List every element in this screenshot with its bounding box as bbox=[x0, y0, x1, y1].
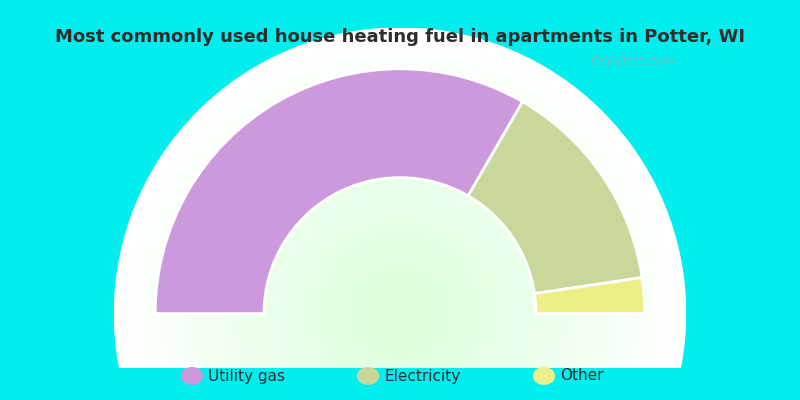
Circle shape bbox=[197, 110, 603, 400]
Circle shape bbox=[275, 189, 525, 400]
Circle shape bbox=[310, 224, 490, 400]
Circle shape bbox=[178, 92, 622, 400]
Circle shape bbox=[150, 64, 650, 400]
Circle shape bbox=[225, 139, 575, 400]
Circle shape bbox=[332, 246, 468, 382]
Text: Other: Other bbox=[560, 368, 603, 384]
Circle shape bbox=[290, 203, 510, 400]
Text: Electricity: Electricity bbox=[384, 368, 460, 384]
Circle shape bbox=[158, 71, 642, 400]
Circle shape bbox=[271, 185, 529, 400]
Circle shape bbox=[125, 39, 675, 400]
Circle shape bbox=[161, 74, 639, 400]
Circle shape bbox=[329, 242, 471, 385]
Circle shape bbox=[186, 99, 614, 400]
Circle shape bbox=[114, 28, 686, 400]
Circle shape bbox=[393, 306, 407, 321]
Text: City-Data.com: City-Data.com bbox=[590, 55, 674, 68]
Circle shape bbox=[314, 228, 486, 399]
Circle shape bbox=[318, 232, 482, 396]
Circle shape bbox=[371, 285, 429, 342]
Circle shape bbox=[143, 56, 657, 400]
Wedge shape bbox=[468, 102, 642, 294]
Circle shape bbox=[222, 135, 578, 400]
Circle shape bbox=[229, 142, 571, 400]
Circle shape bbox=[200, 114, 600, 400]
Circle shape bbox=[368, 282, 432, 346]
Circle shape bbox=[168, 82, 632, 400]
Circle shape bbox=[336, 249, 464, 378]
Circle shape bbox=[214, 128, 586, 400]
Circle shape bbox=[397, 310, 403, 317]
Circle shape bbox=[218, 132, 582, 400]
Circle shape bbox=[286, 199, 514, 400]
Circle shape bbox=[390, 303, 410, 324]
Circle shape bbox=[164, 78, 636, 400]
Circle shape bbox=[364, 278, 436, 349]
Circle shape bbox=[258, 171, 542, 400]
Circle shape bbox=[204, 117, 596, 400]
Circle shape bbox=[210, 124, 590, 400]
Circle shape bbox=[122, 35, 678, 400]
Circle shape bbox=[261, 174, 539, 400]
Circle shape bbox=[268, 182, 532, 400]
Circle shape bbox=[232, 146, 568, 400]
Circle shape bbox=[343, 256, 457, 371]
Circle shape bbox=[386, 299, 414, 328]
Circle shape bbox=[239, 153, 561, 400]
Circle shape bbox=[322, 235, 478, 392]
Circle shape bbox=[190, 103, 610, 400]
Text: Utility gas: Utility gas bbox=[208, 368, 285, 384]
Circle shape bbox=[246, 160, 554, 400]
Circle shape bbox=[357, 271, 443, 356]
Circle shape bbox=[361, 274, 439, 353]
Circle shape bbox=[378, 292, 422, 335]
Circle shape bbox=[304, 217, 496, 400]
Circle shape bbox=[293, 206, 507, 400]
Circle shape bbox=[278, 192, 522, 400]
Circle shape bbox=[132, 46, 668, 400]
Circle shape bbox=[250, 164, 550, 400]
Wedge shape bbox=[155, 69, 522, 314]
Circle shape bbox=[118, 32, 682, 400]
Circle shape bbox=[307, 221, 493, 400]
Circle shape bbox=[129, 42, 671, 400]
Circle shape bbox=[282, 196, 518, 400]
Circle shape bbox=[375, 289, 425, 338]
Circle shape bbox=[243, 156, 557, 400]
Circle shape bbox=[325, 239, 475, 388]
Circle shape bbox=[339, 253, 461, 374]
Circle shape bbox=[264, 178, 536, 400]
Circle shape bbox=[136, 50, 664, 400]
Circle shape bbox=[182, 96, 618, 400]
Circle shape bbox=[297, 210, 503, 400]
Circle shape bbox=[154, 67, 646, 400]
Text: Most commonly used house heating fuel in apartments in Potter, WI: Most commonly used house heating fuel in… bbox=[55, 28, 745, 46]
Wedge shape bbox=[534, 278, 645, 314]
Circle shape bbox=[193, 106, 607, 400]
Circle shape bbox=[350, 264, 450, 364]
Circle shape bbox=[139, 53, 661, 400]
Circle shape bbox=[146, 60, 654, 400]
Circle shape bbox=[171, 85, 629, 400]
Circle shape bbox=[254, 167, 546, 400]
Circle shape bbox=[175, 89, 625, 400]
Circle shape bbox=[207, 121, 593, 400]
Circle shape bbox=[300, 214, 500, 400]
Circle shape bbox=[236, 149, 564, 400]
Circle shape bbox=[382, 296, 418, 332]
Circle shape bbox=[354, 267, 446, 360]
Circle shape bbox=[346, 260, 454, 367]
